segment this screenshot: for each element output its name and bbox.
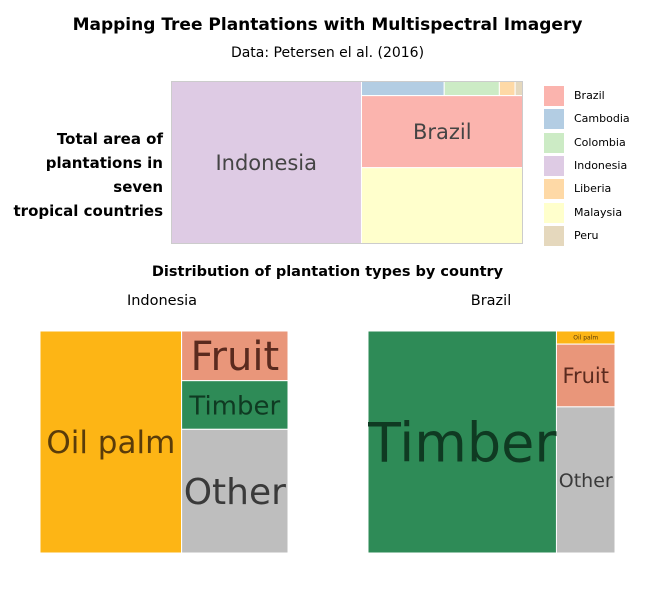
brazil-cell-other <box>555 406 615 553</box>
brazil-label-timber: Timber <box>368 411 557 474</box>
country-cell-indonesia <box>171 81 362 244</box>
indonesia-types-treemap: Oil palm Fruit Timber Other <box>40 331 288 553</box>
brazil-label-fruit: Fruit <box>562 364 609 388</box>
brazil-cell-timber <box>368 331 557 553</box>
legend-label-malaysia: Malaysia <box>574 205 623 219</box>
country-cell-peru <box>514 81 523 97</box>
top-label-line-1: Total area of <box>56 130 163 148</box>
country-cell-liberia <box>498 81 516 97</box>
country-label-brazil: Brazil <box>413 120 472 144</box>
chart-title: Mapping Tree Plantations with Multispect… <box>72 15 583 35</box>
indonesia-cell-other <box>181 428 288 553</box>
indonesia-label-oil-palm: Oil palm <box>46 425 175 461</box>
chart-subtitle: Data: Petersen el al. (2016) <box>230 45 425 61</box>
legend-swatch-colombia <box>544 132 564 153</box>
country-label-indonesia: Indonesia <box>215 151 317 175</box>
legend-label-brazil: Brazil <box>574 89 605 102</box>
brazil-label-other: Other <box>559 470 613 492</box>
legend-label-cambodia: Cambodia <box>574 112 630 126</box>
country-cell-brazil <box>360 95 523 169</box>
legend-label-indonesia: Indonesia <box>574 158 628 172</box>
top-label-line-3: tropical countries <box>13 202 164 220</box>
legend-label-liberia: Liberia <box>574 182 612 196</box>
legend-swatch-brazil <box>544 86 564 106</box>
legend-label-colombia: Colombia <box>574 135 626 149</box>
legend-swatch-cambodia <box>544 109 564 130</box>
top-treemap-label: Total area of plantations in seven tropi… <box>5 127 164 223</box>
country-area-treemap: Indonesia Brazil <box>171 81 523 244</box>
legend-swatch-indonesia <box>544 155 564 176</box>
panel-title-brazil: Brazil <box>470 293 512 309</box>
brazil-types-treemap: Timber Oil palm Fruit Other <box>368 331 615 553</box>
indonesia-label-fruit: Fruit <box>190 334 279 380</box>
country-cell-cambodia <box>360 81 445 97</box>
indonesia-label-other: Other <box>184 472 286 513</box>
country-cell-malaysia <box>360 167 523 244</box>
country-treemap-border <box>171 81 523 244</box>
country-cell-colombia <box>443 81 500 97</box>
indonesia-cell-timber <box>181 380 288 430</box>
legend-swatch-peru <box>544 225 564 246</box>
brazil-label-oil-palm: Oil palm <box>573 335 598 342</box>
indonesia-label-timber: Timber <box>188 391 280 421</box>
legend-swatch-liberia <box>544 179 564 200</box>
legend-label-peru: Peru <box>574 228 599 242</box>
indonesia-cell-oil-palm <box>40 331 183 553</box>
panel-title-indonesia: Indonesia <box>126 293 198 309</box>
legend-swatch-malaysia <box>544 202 564 223</box>
section-title: Distribution of plantation types by coun… <box>151 264 504 280</box>
top-label-line-2: plantations in seven <box>45 154 163 196</box>
